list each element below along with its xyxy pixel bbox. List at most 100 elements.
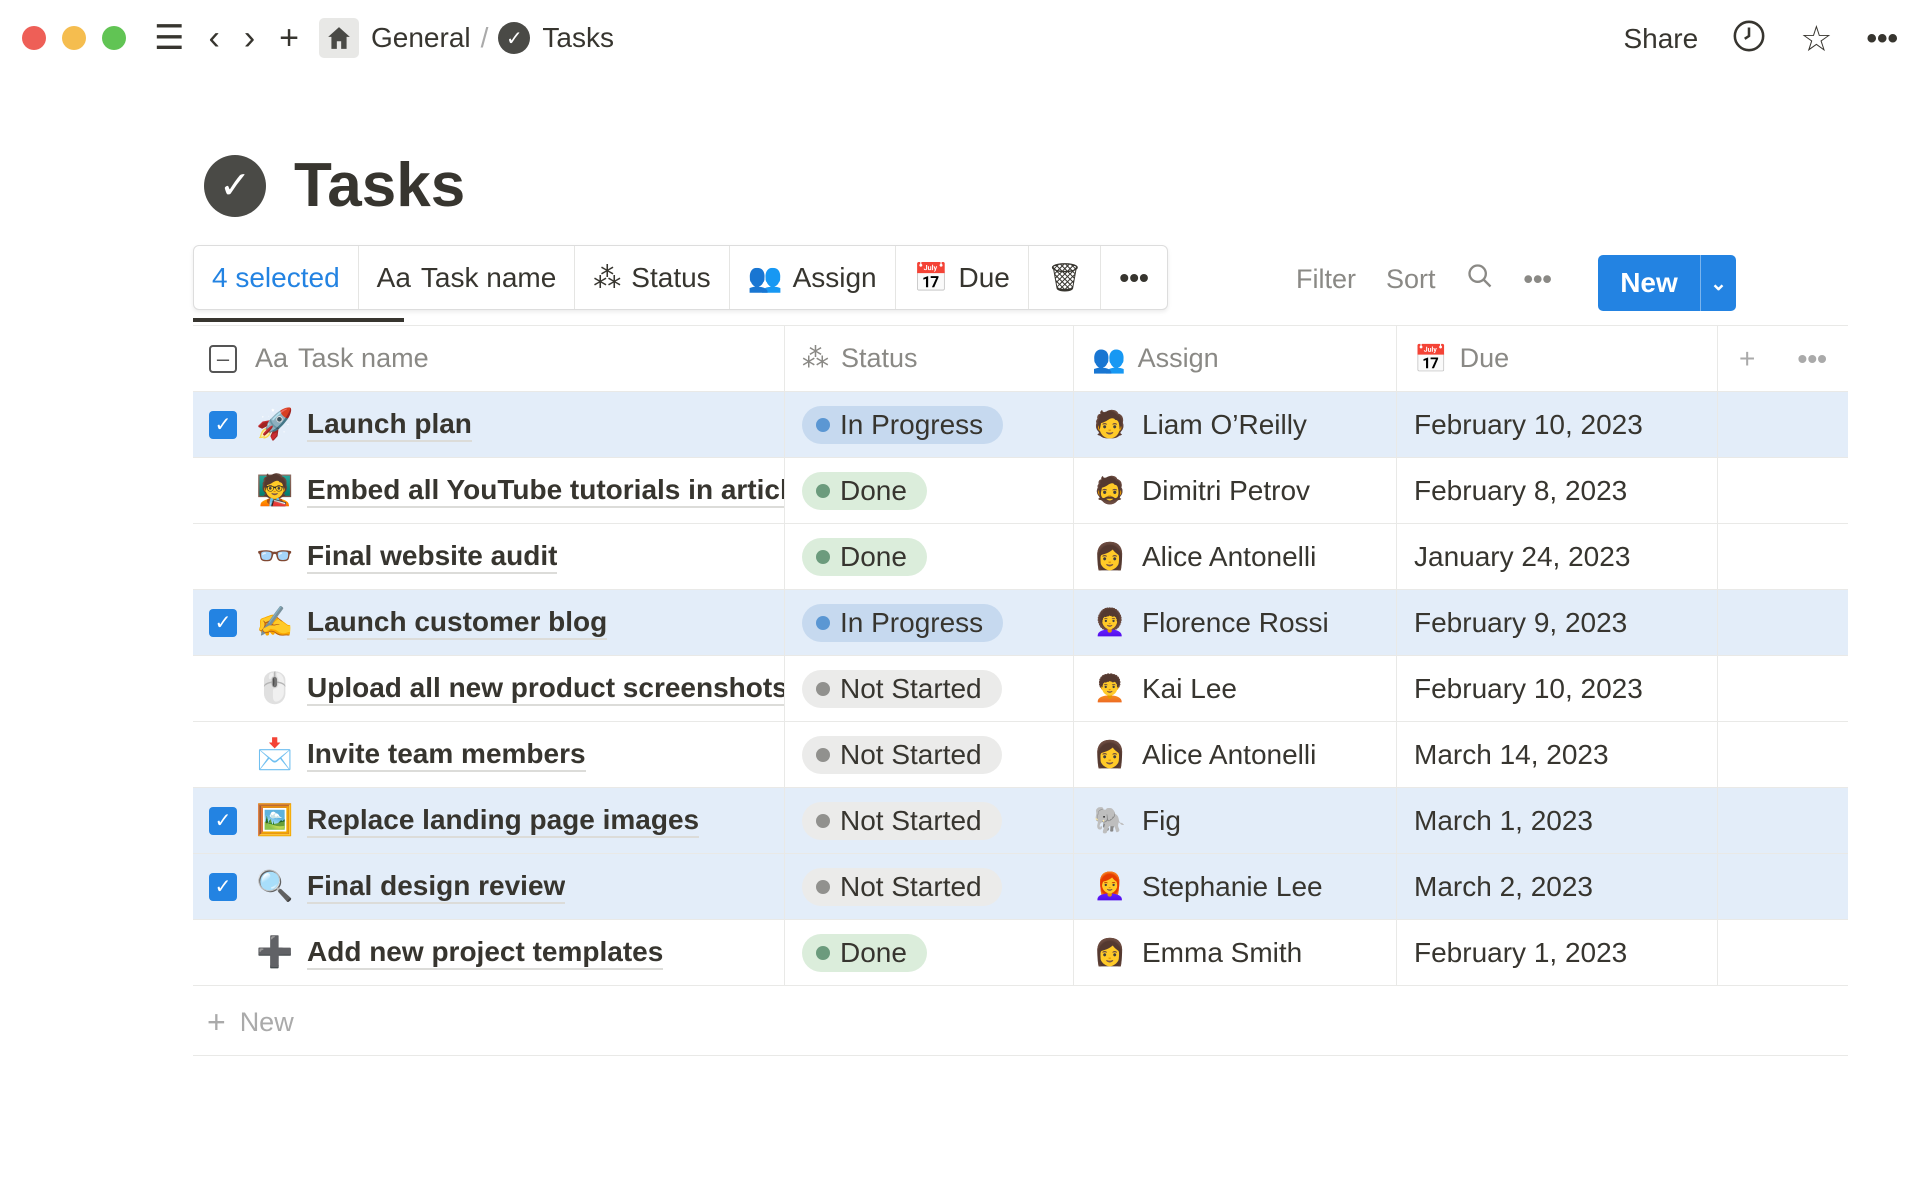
status-dot xyxy=(816,615,830,630)
more-icon[interactable]: ••• xyxy=(1797,342,1827,374)
assignee-name[interactable]: Liam O’Reilly xyxy=(1142,408,1307,440)
task-name[interactable]: Invite team members xyxy=(307,738,586,772)
status-badge[interactable]: In Progress xyxy=(802,405,1004,444)
task-name[interactable]: Final website audit xyxy=(307,540,558,574)
table-row[interactable]: ✓📩Invite team members Not Started 👩Alice… xyxy=(193,722,1848,788)
task-name[interactable]: Launch customer blog xyxy=(307,606,608,640)
minimize-window-button[interactable] xyxy=(62,26,86,50)
due-date[interactable]: January 24, 2023 xyxy=(1414,540,1631,572)
top-bar: ☰ ‹ › + General / ✓ Tasks Share ☆ ••• xyxy=(0,0,1920,76)
more-actions-button[interactable]: ••• xyxy=(1101,246,1166,309)
delete-button[interactable]: 🗑 xyxy=(1029,246,1102,309)
menu-icon[interactable]: ☰ xyxy=(154,19,185,57)
clock-icon[interactable] xyxy=(1732,19,1766,60)
share-button[interactable]: Share xyxy=(1623,23,1699,54)
table-row[interactable]: ✓👓Final website audit Done 👩Alice Antone… xyxy=(193,524,1848,590)
task-emoji-icon: 🔍 xyxy=(256,870,294,903)
due-date[interactable]: February 9, 2023 xyxy=(1414,606,1628,638)
due-date[interactable]: February 10, 2023 xyxy=(1414,408,1643,440)
edit-assign-button[interactable]: 👥 Assign xyxy=(730,246,896,309)
avatar: 👩 xyxy=(1093,541,1127,571)
task-name[interactable]: Launch plan xyxy=(307,408,472,442)
due-date[interactable]: February 8, 2023 xyxy=(1414,474,1628,506)
edit-status-button[interactable]: ⁂ Status xyxy=(575,246,730,309)
tasks-table: – Aa Task name ⁂ Status 👥 Assign 📅 Due + ••• ✓… xyxy=(193,325,1848,986)
edit-task-name-button[interactable]: Aa Task name xyxy=(359,246,576,309)
status-icon: ⁂ xyxy=(802,343,829,373)
active-view-indicator xyxy=(193,318,404,322)
task-name-label: Task name xyxy=(420,261,557,293)
table-row[interactable]: ✓ 🔍 Final design review Not Started 👩‍🦰 Ste… xyxy=(193,854,1848,920)
row-checkbox[interactable]: ✓ xyxy=(209,806,237,835)
breadcrumb-general[interactable]: General xyxy=(371,22,471,53)
forward-icon[interactable]: › xyxy=(243,19,256,57)
breadcrumb-tasks[interactable]: Tasks xyxy=(542,22,614,53)
status-dot xyxy=(816,747,830,762)
task-name[interactable]: Upload all new product screenshots xyxy=(307,672,784,706)
new-button[interactable]: New ⌄ xyxy=(1598,255,1736,311)
due-date[interactable]: March 2, 2023 xyxy=(1414,870,1593,902)
edit-due-button[interactable]: 📅 Due xyxy=(896,246,1029,309)
status-badge[interactable]: In Progress xyxy=(802,603,1004,642)
back-icon[interactable]: ‹ xyxy=(208,19,220,57)
table-row[interactable]: ✓🖱️Upload all new product screenshots No… xyxy=(193,656,1848,722)
status-badge[interactable]: Not Started xyxy=(802,735,1002,774)
home-icon[interactable] xyxy=(319,18,359,58)
sort-button[interactable]: Sort xyxy=(1386,264,1436,294)
table-row[interactable]: ✓ ✍️ Launch customer blog In Progress 👩‍🦱 F… xyxy=(193,590,1848,656)
selected-count[interactable]: 4 selected xyxy=(194,246,359,309)
assignee-name[interactable]: Stephanie Lee xyxy=(1142,870,1323,902)
due-date[interactable]: March 1, 2023 xyxy=(1414,804,1593,836)
maximize-window-button[interactable] xyxy=(102,26,126,50)
table-row[interactable]: ✓➕Add new project templates Done 👩Emma S… xyxy=(193,920,1848,986)
column-header-status[interactable]: Status xyxy=(841,343,918,373)
status-badge[interactable]: Done xyxy=(802,537,927,576)
task-name[interactable]: Replace landing page images xyxy=(307,804,700,838)
star-icon[interactable]: ☆ xyxy=(1800,18,1833,59)
table-row[interactable]: ✓ 🚀 Launch plan In Progress 🧑 Liam O’Reilly… xyxy=(193,392,1848,458)
status-dot xyxy=(816,879,830,894)
close-window-button[interactable] xyxy=(22,26,46,50)
assignee-name[interactable]: Alice Antonelli xyxy=(1142,738,1317,770)
search-icon[interactable] xyxy=(1466,262,1494,297)
task-name[interactable]: Embed all YouTube tutorials in articles xyxy=(307,474,784,508)
add-new-row-button[interactable]: + New xyxy=(193,990,1848,1056)
assignee-name[interactable]: Emma Smith xyxy=(1142,936,1303,968)
status-label: In Progress xyxy=(840,606,984,638)
task-name[interactable]: Add new project templates xyxy=(307,936,664,970)
row-checkbox[interactable]: ✓ xyxy=(209,410,237,439)
column-header-assign[interactable]: Assign xyxy=(1137,343,1219,373)
plus-icon[interactable]: + xyxy=(279,19,299,57)
trash-icon: 🗑 xyxy=(1046,262,1083,293)
due-date[interactable]: February 1, 2023 xyxy=(1414,936,1628,968)
assignee-name[interactable]: Kai Lee xyxy=(1142,672,1237,704)
status-badge[interactable]: Not Started xyxy=(802,669,1002,708)
status-badge[interactable]: Done xyxy=(802,471,927,510)
filter-button[interactable]: Filter xyxy=(1296,264,1356,294)
view-controls: Filter Sort ••• xyxy=(1296,262,1552,297)
table-row[interactable]: ✓🧑‍🏫Embed all YouTube tutorials in artic… xyxy=(193,458,1848,524)
status-badge[interactable]: Not Started xyxy=(802,801,1002,840)
assignee-name[interactable]: Dimitri Petrov xyxy=(1142,474,1311,506)
due-date[interactable]: February 10, 2023 xyxy=(1414,672,1643,704)
status-label: Done xyxy=(840,936,907,968)
page-title: Tasks xyxy=(294,151,466,220)
assignee-name[interactable]: Fig xyxy=(1142,804,1181,836)
status-badge[interactable]: Done xyxy=(802,933,927,972)
column-header-task[interactable]: Task name xyxy=(298,343,429,373)
status-badge[interactable]: Not Started xyxy=(802,867,1002,906)
task-emoji-icon: 🧑‍🏫 xyxy=(256,474,294,507)
select-all-checkbox[interactable]: – xyxy=(209,344,237,373)
table-row[interactable]: ✓ 🖼️ Replace landing page images Not Start… xyxy=(193,788,1848,854)
row-checkbox[interactable]: ✓ xyxy=(209,608,237,637)
more-icon[interactable]: ••• xyxy=(1866,22,1898,55)
row-checkbox[interactable]: ✓ xyxy=(209,872,237,901)
due-date[interactable]: March 14, 2023 xyxy=(1414,738,1609,770)
assignee-name[interactable]: Alice Antonelli xyxy=(1142,540,1317,572)
assignee-name[interactable]: Florence Rossi xyxy=(1142,606,1329,638)
chevron-down-icon[interactable]: ⌄ xyxy=(1700,255,1736,311)
add-column-icon[interactable]: + xyxy=(1739,342,1756,374)
column-header-due[interactable]: Due xyxy=(1459,343,1510,373)
more-icon[interactable]: ••• xyxy=(1523,264,1552,294)
task-name[interactable]: Final design review xyxy=(307,870,566,904)
